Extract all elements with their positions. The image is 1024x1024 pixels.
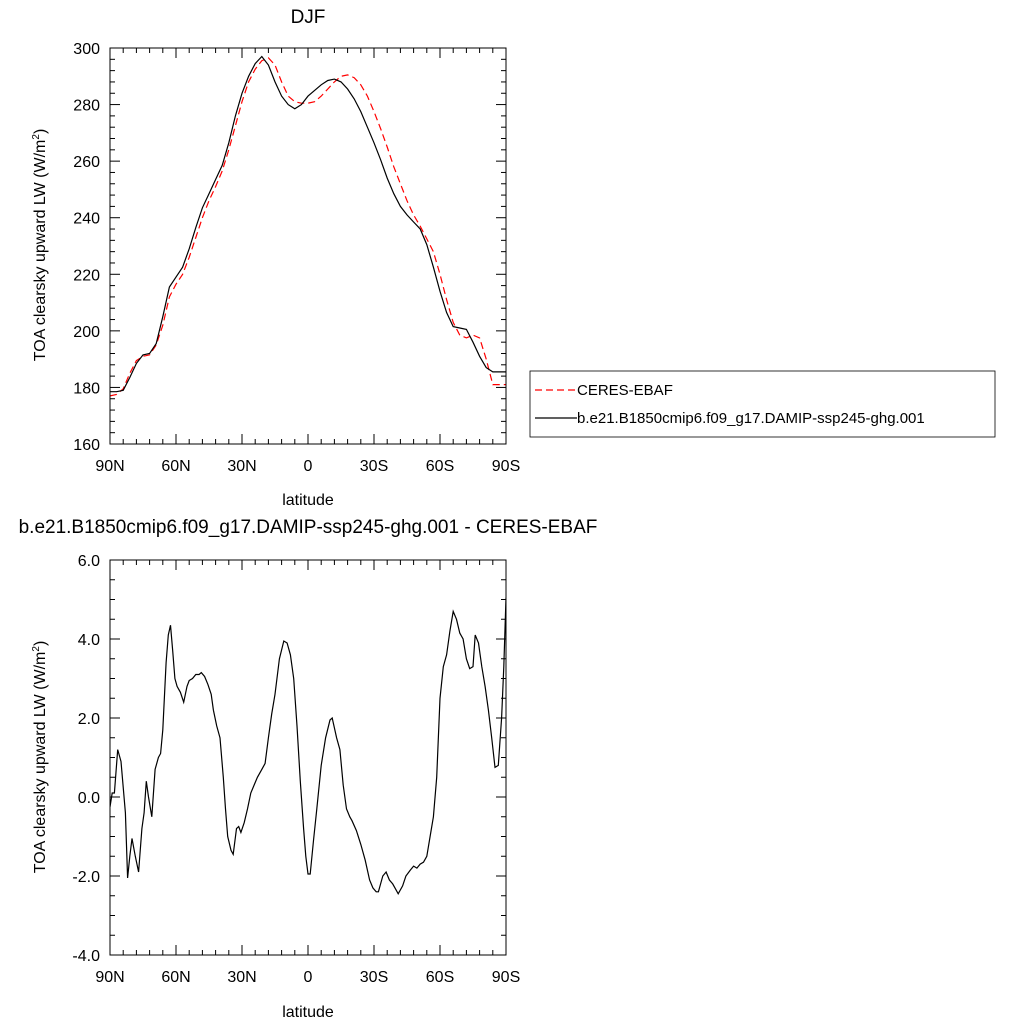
chart0-legend-label-0: CERES-EBAF xyxy=(577,382,673,399)
chart1-xtick-label: 90S xyxy=(492,969,520,986)
chart0-title: DJF xyxy=(291,7,326,28)
chart1-ytick-label: 6.0 xyxy=(78,553,100,570)
chart0-ytick-label: 260 xyxy=(73,154,100,171)
chart0-xtick-label: 30S xyxy=(360,458,388,475)
chart0-xtick-label: 0 xyxy=(304,458,313,475)
chart0-series-line-0 xyxy=(110,57,506,397)
chart-djf: DJF 90N 60N 30N 0 30S 60S 90S 160 180 200 220 240 260… xyxy=(31,7,996,509)
chart1-title: b.e21.B1850cmip6.f09_g17.DAMIP-ssp245-gh… xyxy=(19,517,598,538)
chart-difference: b.e21.B1850cmip6.f09_g17.DAMIP-ssp245-gh… xyxy=(19,517,598,1021)
chart0-xtick-label: 60S xyxy=(426,458,454,475)
chart0-xtick-label: 60N xyxy=(161,458,190,475)
chart1-y-axis-label-close: ) xyxy=(32,641,49,646)
chart1-xtick-label: 60N xyxy=(161,969,190,986)
chart0-ytick-label: 220 xyxy=(73,267,100,284)
chart0-legend-box xyxy=(529,370,996,438)
chart1-y-axis-label-sup: 2 xyxy=(31,646,42,652)
chart1-series-line-0 xyxy=(110,597,506,896)
chart0-plot-frame xyxy=(109,47,507,445)
chart0-y-axis-label-main: TOA clearsky upward LW (W/m xyxy=(32,140,49,362)
chart0-xtick-label: 90N xyxy=(95,458,124,475)
chart0-xtick-label: 30N xyxy=(227,458,256,475)
chart1-x-axis-label: latitude xyxy=(282,1004,334,1021)
chart0-y-axis-label-sup: 2 xyxy=(31,134,42,140)
chart0-ytick-label: 200 xyxy=(73,324,100,341)
chart0-ytick-label: 160 xyxy=(73,437,100,454)
chart1-ytick-label: 2.0 xyxy=(78,711,100,728)
chart0-ytick-label: 280 xyxy=(73,98,100,115)
chart1-xtick-label: 30N xyxy=(227,969,256,986)
chart0-y-axis-label: TOA clearsky upward LW (W/m2) xyxy=(31,129,49,362)
chart0-x-axis-label: latitude xyxy=(282,492,334,509)
chart1-y-axis-label: TOA clearsky upward LW (W/m2) xyxy=(31,641,49,874)
chart0-legend-label-1: b.e21.B1850cmip6.f09_g17.DAMIP-ssp245-gh… xyxy=(577,410,925,427)
chart0-series-line-1 xyxy=(110,55,506,393)
chart1-xtick-label: 0 xyxy=(304,969,313,986)
chart0-ytick-label: 300 xyxy=(73,41,100,58)
chart1-plot-frame xyxy=(109,559,507,956)
chart1-ytick-label: -2.0 xyxy=(72,869,100,886)
chart0-ytick-label: 180 xyxy=(73,380,100,397)
chart0-xtick-label: 90S xyxy=(492,458,520,475)
chart1-xtick-label: 60S xyxy=(426,969,454,986)
chart0-y-axis-label-close: ) xyxy=(32,129,49,134)
chart1-ytick-label: -4.0 xyxy=(72,948,100,965)
chart1-ytick-label: 0.0 xyxy=(78,790,100,807)
chart1-y-axis-label-main: TOA clearsky upward LW (W/m xyxy=(32,652,49,874)
chart0-ytick-label: 240 xyxy=(73,211,100,228)
chart1-xtick-label: 30S xyxy=(360,969,388,986)
chart1-xtick-label: 90N xyxy=(95,969,124,986)
chart1-ytick-label: 4.0 xyxy=(78,632,100,649)
